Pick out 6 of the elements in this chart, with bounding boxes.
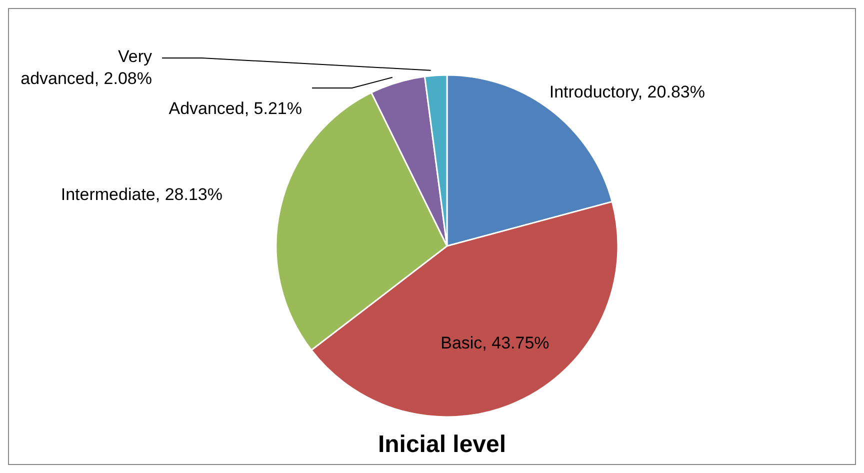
slice-label: Very advanced, 2.08% — [20, 47, 152, 88]
text: Inicial level — [378, 431, 506, 458]
slice-label: Basic, 43.75% — [440, 333, 550, 352]
slice-label: Advanced, 5.21% — [168, 99, 302, 118]
slice-label: Intermediate, 28.13% — [60, 184, 222, 204]
slice-label: Introductory, 20.83% — [549, 82, 705, 102]
